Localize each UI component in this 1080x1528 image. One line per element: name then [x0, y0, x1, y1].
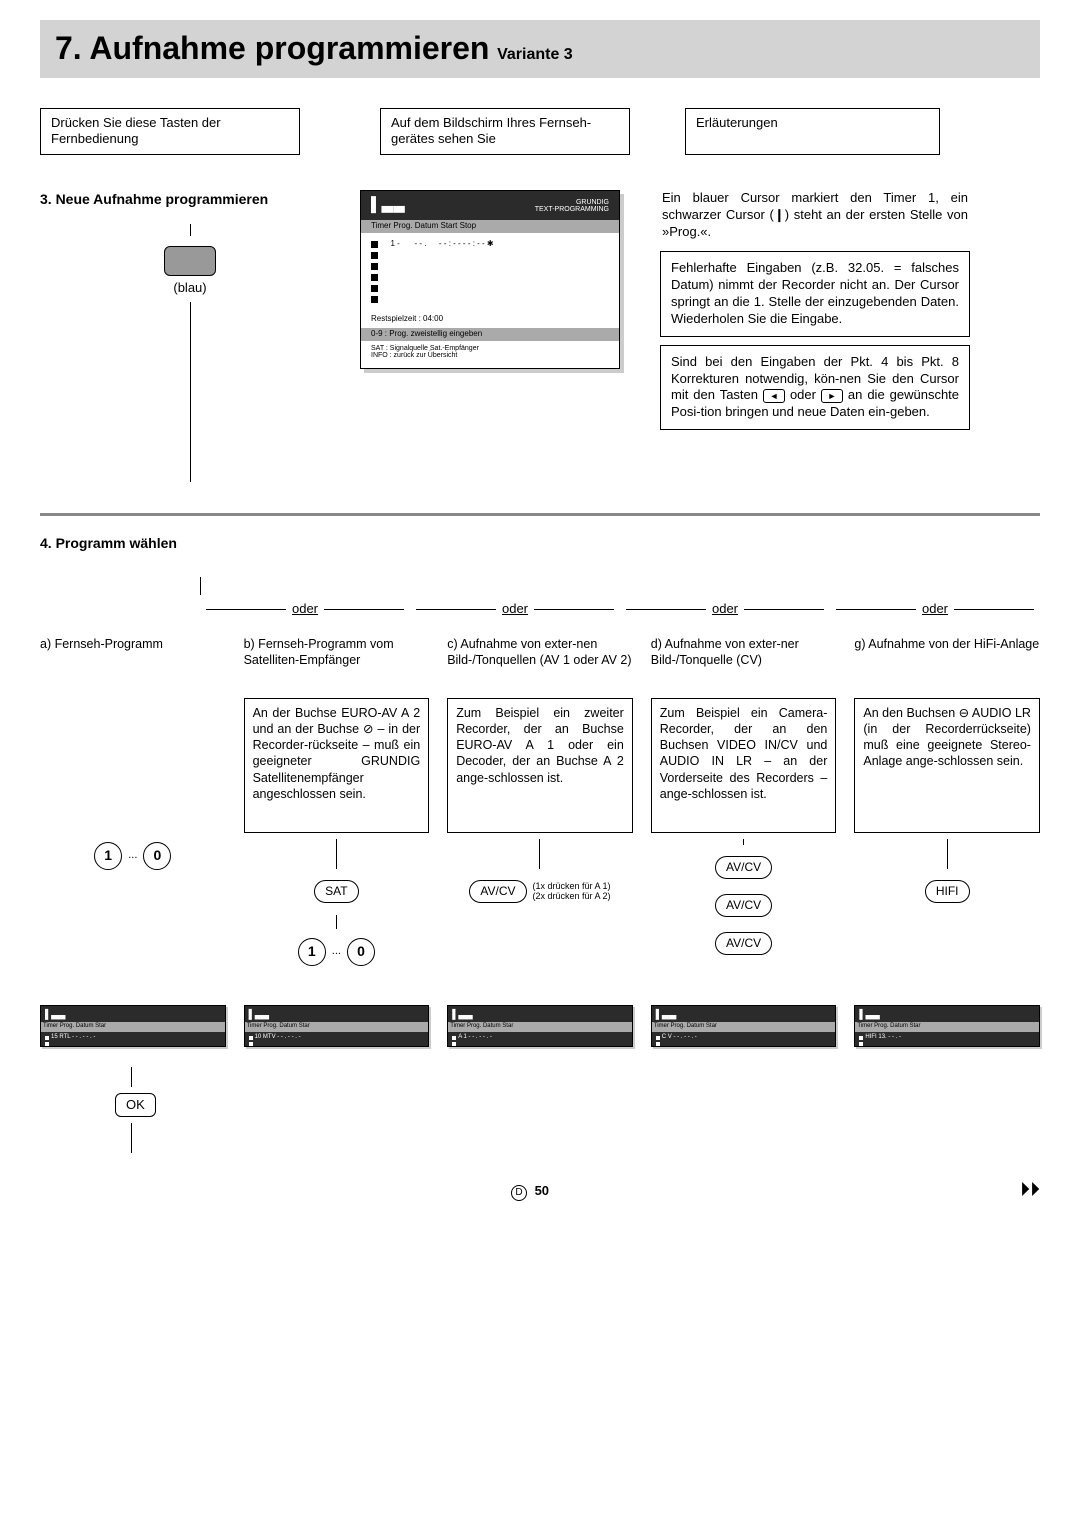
mini-tv-a: ▌▃▃ Timer Prog. Datum Star 15 RTL - - . …: [40, 1005, 226, 1047]
digit-1-button[interactable]: 1: [298, 938, 326, 966]
mini-tv-g: ▌▃▃ Timer Prog. Datum Star HIFI 13. - - …: [854, 1005, 1040, 1047]
tv-footer: SAT : Signalquelle Sat.-Empfänger INFO :…: [361, 341, 619, 368]
option-a: a) Fernseh-Programm 1... 0: [40, 636, 226, 975]
note-error: Fehlerhafte Eingaben (z.B. 32.05. = fals…: [660, 251, 970, 337]
opt-d-title: d) Aufnahme von exter-ner Bild-/Tonquell…: [651, 636, 837, 684]
note-cursor: Ein blauer Cursor markiert den Timer 1, …: [660, 190, 970, 251]
sat-button[interactable]: SAT: [314, 880, 358, 904]
opt-g-title: g) Aufnahme von der HiFi-Anlage: [854, 636, 1040, 684]
ok-button[interactable]: OK: [115, 1093, 156, 1118]
step4-title: 4. Programm wählen: [40, 534, 1040, 552]
page-number: 50: [535, 1183, 549, 1198]
digit-0-button[interactable]: 0: [143, 842, 171, 870]
tv-hint: 0-9 : Prog. zweistellig eingeben: [361, 328, 619, 341]
mini-tv-d: ▌▃▃ Timer Prog. Datum Star C V - - . - -…: [651, 1005, 837, 1047]
opt-b-title: b) Fernseh-Programm vom Satelliten-Empfä…: [244, 636, 430, 684]
blue-button-label: (blau): [40, 280, 340, 297]
mini-tv-b: ▌▃▃ Timer Prog. Datum Star 10 MTV - - . …: [244, 1005, 430, 1047]
section-divider: [40, 513, 1040, 516]
note-correction: Sind bei den Eingaben der Pkt. 4 bis Pkt…: [660, 345, 970, 431]
hifi-button[interactable]: HIFI: [925, 880, 970, 904]
oder-label: oder: [292, 601, 318, 618]
header-title: 7. Aufnahme programmieren: [55, 30, 489, 66]
tv-table-head: Timer Prog. Datum Start Stop: [361, 220, 619, 233]
avcv-button[interactable]: AV/CV: [715, 932, 772, 956]
tv-screen-mock: ▌▃▃ GRUNDIGTEXT-PROGRAMMING Timer Prog. …: [360, 190, 620, 369]
avcv-note: (1x drücken für A 1)(2x drücken für A 2): [533, 882, 611, 902]
opt-a-title: a) Fernseh-Programm: [40, 636, 226, 684]
option-columns: a) Fernseh-Programm 1... 0 b) Fernseh-Pr…: [40, 636, 1040, 975]
left-arrow-key-icon: ◄: [763, 389, 785, 403]
region-badge: D: [511, 1185, 527, 1201]
right-arrow-key-icon: ►: [821, 389, 843, 403]
opt-c-title: c) Aufnahme von exter-nen Bild-/Tonquell…: [447, 636, 633, 684]
step3-title: 3. Neue Aufnahme programmieren: [40, 190, 340, 208]
option-b: b) Fernseh-Programm vom Satelliten-Empfä…: [244, 636, 430, 975]
col-head-tv: Auf dem Bildschirm Ihres Fernseh-gerätes…: [380, 108, 630, 156]
next-page-icon: ⏵⏵: [1020, 1177, 1040, 1203]
option-d: d) Aufnahme von exter-ner Bild-/Tonquell…: [651, 636, 837, 975]
column-headers-row: Drücken Sie diese Tasten der Fernbedienu…: [40, 108, 1040, 156]
oder-row: oder oder oder oder: [40, 601, 1040, 618]
header-subtitle: Variante 3: [497, 46, 573, 63]
page-header: 7. Aufnahme programmieren Variante 3: [40, 20, 1040, 78]
digit-0-button[interactable]: 0: [347, 938, 375, 966]
col-head-notes: Erläuterungen: [685, 108, 940, 156]
avcv-button[interactable]: AV/CV: [715, 894, 772, 918]
page-footer: D 50 ⏵⏵: [40, 1183, 1040, 1201]
option-g: g) Aufnahme von der HiFi-Anlage An den B…: [854, 636, 1040, 975]
tv-rest: Restspielzeit : 04:00: [361, 311, 619, 328]
avcv-button[interactable]: AV/CV: [469, 880, 526, 904]
blue-button-icon: [164, 246, 216, 276]
tv-brand: GRUNDIGTEXT-PROGRAMMING: [371, 199, 609, 214]
tv-row: 1 - - - . - - : - - - - : - - ✱: [371, 239, 609, 250]
mini-screens-row: ▌▃▃ Timer Prog. Datum Star 15 RTL - - . …: [40, 1005, 1040, 1047]
avcv-button[interactable]: AV/CV: [715, 856, 772, 880]
col-head-remote: Drücken Sie diese Tasten der Fernbedienu…: [40, 108, 300, 156]
mini-tv-c: ▌▃▃ Timer Prog. Datum Star A 1 - - . - -…: [447, 1005, 633, 1047]
option-c: c) Aufnahme von exter-nen Bild-/Tonquell…: [447, 636, 633, 975]
ok-row: OK: [115, 1067, 1040, 1154]
step-3-section: 3. Neue Aufnahme programmieren (blau) ▌▃…: [40, 190, 1040, 488]
digit-1-button[interactable]: 1: [94, 842, 122, 870]
